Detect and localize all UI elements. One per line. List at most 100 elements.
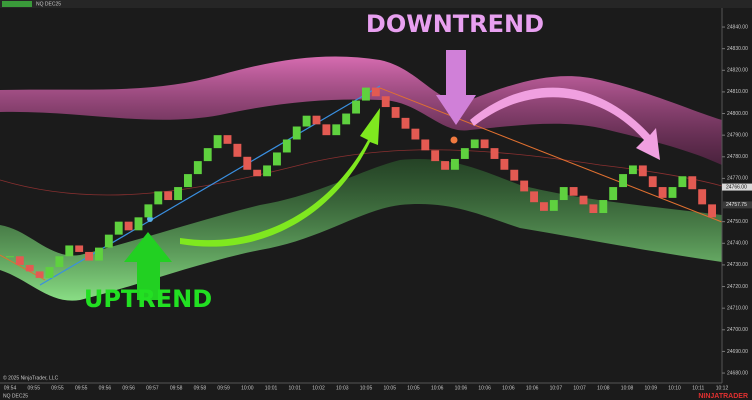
renko-brick bbox=[6, 256, 14, 258]
renko-brick bbox=[381, 96, 390, 108]
y-tick-label: 24810.00 bbox=[727, 89, 748, 95]
renko-brick bbox=[312, 115, 321, 125]
renko-brick bbox=[530, 191, 538, 203]
indicator-button[interactable] bbox=[2, 1, 32, 7]
instrument-label: NQ DEC25 bbox=[3, 393, 28, 399]
x-tick-label: 10:02 bbox=[312, 385, 325, 391]
x-tick-label: 10:08 bbox=[621, 385, 634, 391]
x-tick-label: 10:07 bbox=[573, 385, 586, 391]
renko-brick bbox=[559, 187, 568, 201]
renko-brick bbox=[480, 139, 489, 149]
y-tick-label: 24830.00 bbox=[727, 46, 748, 52]
renko-brick bbox=[292, 126, 301, 140]
x-tick-label: 09:58 bbox=[170, 385, 183, 391]
renko-brick bbox=[282, 139, 291, 153]
x-tick-label: 10:08 bbox=[597, 385, 610, 391]
upper-band bbox=[0, 56, 722, 165]
x-tick-label: 10:05 bbox=[360, 385, 373, 391]
downtrend-line bbox=[379, 87, 723, 223]
instrument-label: NQ DEC25 bbox=[36, 1, 61, 7]
renko-brick bbox=[658, 187, 667, 198]
y-tick-label: 24840.00 bbox=[727, 24, 748, 30]
renko-brick bbox=[193, 161, 202, 175]
x-tick-label: 10:03 bbox=[336, 385, 349, 391]
y-tick-label: 24780.00 bbox=[727, 154, 748, 160]
price-tag bbox=[722, 201, 752, 209]
renko-brick bbox=[95, 247, 103, 261]
renko-brick bbox=[35, 271, 44, 278]
renko-brick bbox=[431, 150, 440, 162]
signal-dot bbox=[147, 216, 153, 222]
x-tick-label: 10:06 bbox=[431, 385, 444, 391]
x-tick-label: 10:05 bbox=[383, 385, 396, 391]
x-tick-label: 09:56 bbox=[99, 385, 112, 391]
renko-brick bbox=[55, 256, 64, 268]
y-tick-label: 24820.00 bbox=[727, 68, 748, 74]
renko-brick bbox=[184, 174, 192, 188]
price-tag-label: 24757.75 bbox=[726, 202, 747, 208]
copyright: © 2025 NinjaTrader, LLC bbox=[3, 374, 59, 381]
renko-brick bbox=[243, 156, 252, 170]
y-tick-label: 24680.00 bbox=[727, 370, 748, 376]
renko-brick bbox=[441, 161, 449, 170]
renko-brick bbox=[371, 87, 380, 97]
renko-brick bbox=[302, 115, 311, 127]
renko-brick bbox=[75, 245, 84, 252]
renko-brick bbox=[25, 264, 34, 272]
brand: NINJATRADER bbox=[698, 393, 748, 400]
renko-brick bbox=[609, 187, 618, 201]
renko-brick bbox=[520, 180, 529, 192]
renko-brick bbox=[698, 189, 707, 205]
annotation: DOWNTREND bbox=[366, 10, 544, 38]
renko-brick bbox=[45, 267, 54, 278]
y-tick-label: 24730.00 bbox=[727, 262, 748, 268]
renko-brick bbox=[332, 124, 341, 136]
renko-brick bbox=[451, 158, 459, 170]
renko-brick bbox=[668, 187, 677, 198]
renko-brick bbox=[540, 202, 548, 211]
y-tick-label: 24720.00 bbox=[727, 284, 748, 290]
renko-brick bbox=[263, 165, 271, 177]
renko-brick bbox=[322, 124, 331, 136]
renko-brick bbox=[411, 128, 420, 140]
renko-brick bbox=[253, 169, 262, 177]
renko-brick bbox=[104, 234, 113, 248]
renko-brick bbox=[352, 100, 360, 114]
annotation: UPTREND bbox=[84, 285, 212, 313]
x-tick-label: 09:57 bbox=[146, 385, 159, 391]
renko-brick bbox=[708, 204, 716, 218]
renko-brick bbox=[391, 107, 400, 118]
x-tick-label: 10:01 bbox=[265, 385, 278, 391]
renko-brick bbox=[569, 187, 578, 196]
x-tick-label: 10:09 bbox=[645, 385, 658, 391]
down-arrow bbox=[436, 50, 476, 125]
renko-brick bbox=[223, 135, 232, 144]
y-tick-label: 24770.00 bbox=[727, 176, 748, 182]
renko-brick bbox=[154, 191, 163, 205]
renko-brick bbox=[213, 135, 222, 149]
renko-brick bbox=[85, 251, 93, 261]
signal-dot bbox=[450, 136, 458, 144]
x-tick-label: 10:06 bbox=[478, 385, 491, 391]
y-tick-label: 24710.00 bbox=[727, 306, 748, 312]
renko-brick bbox=[421, 139, 430, 151]
x-tick-label: 10:06 bbox=[526, 385, 539, 391]
x-tick-label: 10:10 bbox=[668, 385, 681, 391]
renko-brick bbox=[65, 245, 74, 257]
x-tick-label: 10:00 bbox=[241, 385, 254, 391]
renko-brick bbox=[599, 200, 608, 214]
x-tick-label: 09:59 bbox=[217, 385, 230, 391]
x-tick-label: 09:55 bbox=[75, 385, 88, 391]
lower-band bbox=[0, 159, 722, 301]
renko-brick bbox=[490, 148, 499, 159]
x-tick-label: 09:54 bbox=[4, 385, 17, 391]
renko-brick bbox=[362, 87, 370, 101]
renko-brick bbox=[134, 217, 143, 231]
x-tick-label: 10:07 bbox=[550, 385, 563, 391]
x-tick-label: 10:06 bbox=[502, 385, 515, 391]
y-tick-label: 24700.00 bbox=[727, 327, 748, 333]
renko-brick bbox=[589, 204, 598, 214]
moving-average bbox=[0, 149, 723, 196]
price-tag-label: 24766.00 bbox=[726, 184, 747, 190]
